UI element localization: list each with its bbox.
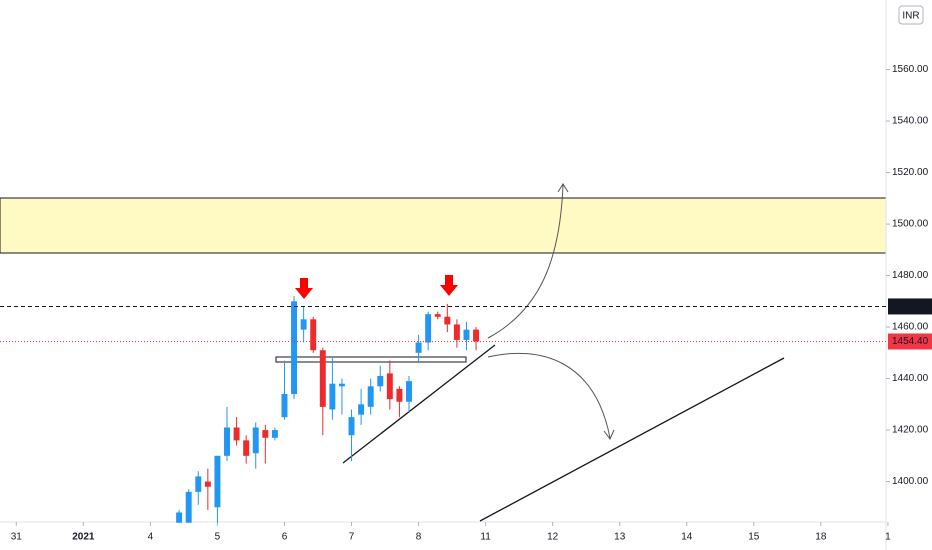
candle-body (453, 324, 460, 340)
y-tick-label: 1400.00 (892, 476, 929, 487)
candle-body (271, 430, 278, 438)
x-tick-label: 13 (614, 532, 626, 543)
currency-label[interactable]: INR (902, 11, 919, 22)
trend-line (479, 357, 785, 522)
top-marker (295, 278, 313, 299)
top-marker (440, 275, 458, 296)
x-tick-label: 18 (815, 532, 827, 543)
x-tick-label: 11 (480, 532, 491, 543)
y-tick-label: 1500.00 (892, 219, 929, 230)
candle-body (262, 430, 269, 438)
candle-body (319, 350, 326, 407)
candle-body (463, 329, 470, 340)
candle-body (243, 440, 250, 456)
x-tick-label: 14 (681, 532, 693, 543)
y-tick-label: 1440.00 (892, 373, 929, 384)
candle-body (473, 329, 480, 342)
x-tick-label: 5 (215, 532, 221, 543)
candle-body (252, 427, 259, 454)
candle-body (300, 319, 307, 330)
candle-body (185, 491, 192, 523)
y-tick-label: 1480.00 (892, 270, 929, 281)
arrow-head (557, 183, 569, 193)
candle-body (291, 301, 298, 395)
candle-body (204, 481, 211, 487)
x-tick-label: 12 (547, 532, 559, 543)
trend-line (342, 344, 496, 464)
candle-body (214, 455, 221, 508)
currency-button[interactable] (898, 5, 924, 25)
candle-body (367, 386, 374, 407)
candle-body (233, 427, 240, 441)
candle-body (425, 314, 432, 343)
candle-body (406, 381, 412, 402)
resistance-zone (0, 197, 887, 254)
candle-body (444, 316, 451, 325)
y-tick-label: 1420.00 (892, 425, 929, 436)
candle-body (195, 476, 202, 492)
arrow-head (603, 429, 615, 440)
candle-body (329, 383, 336, 410)
x-tick-label: 4 (148, 532, 154, 543)
x-tick-label: 15 (748, 532, 760, 543)
candle-body (358, 404, 365, 415)
y-tick-label: 1520.00 (892, 167, 929, 178)
x-tick-label: 6 (282, 532, 288, 543)
projection-arrow (487, 184, 564, 339)
x-tick-label: 8 (416, 532, 422, 543)
x-tick-label: 2021 (72, 532, 95, 543)
candle-body (348, 417, 355, 436)
y-tick-label: 1460.00 (892, 322, 929, 333)
candle-body (377, 375, 384, 387)
candle-body (176, 512, 183, 523)
y-tick-label: 1560.00 (892, 64, 929, 75)
candle-body (281, 394, 288, 418)
candle-body (310, 319, 317, 351)
support-box (275, 356, 467, 363)
projection-arrow (487, 352, 611, 439)
candle-body (434, 314, 441, 317)
x-tick-label: 31 (11, 532, 23, 543)
candle-body (386, 373, 393, 400)
candle-body (338, 383, 345, 387)
y-tick-label: 1540.00 (892, 116, 929, 127)
candle-body (415, 342, 422, 353)
candle-body (396, 388, 403, 402)
x-tick-label: 7 (349, 532, 355, 543)
price-label: 1468.00 (892, 301, 929, 312)
candle-body (224, 427, 230, 456)
price-label-box (888, 298, 932, 315)
price-label-box (888, 333, 932, 350)
price-label: 1454.40 (892, 336, 929, 347)
x-tick-label: 1 (885, 532, 891, 543)
